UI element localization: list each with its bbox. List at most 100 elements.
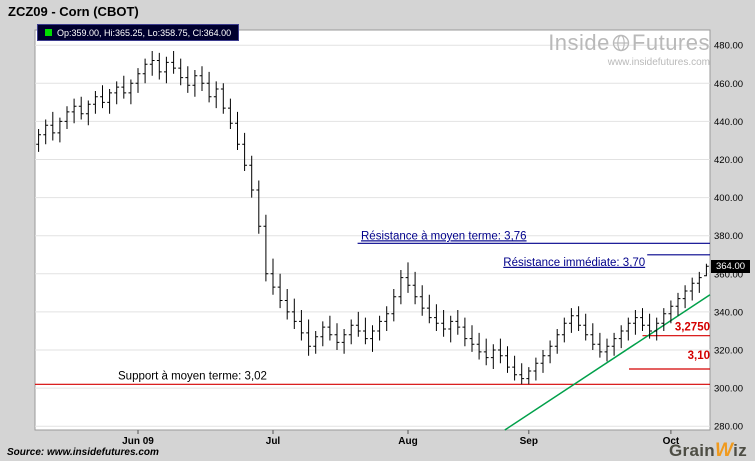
ohlc-bar <box>498 338 503 364</box>
y-axis-label: 440.00 <box>714 117 743 128</box>
y-axis-label: 480.00 <box>714 41 743 52</box>
ohlc-bar <box>434 304 439 331</box>
ohlc-bar <box>156 52 162 80</box>
ohlc-bar <box>363 317 368 345</box>
ohlc-info-bar: Op:359.00, Hi:365.25, Lo:358.75, Cl:364.… <box>37 24 240 41</box>
ohlc-bar <box>398 270 404 305</box>
ohlc-bar <box>270 258 276 295</box>
ohlc-bar <box>540 350 546 373</box>
ohlc-bar <box>490 344 496 369</box>
ohlc-bar <box>654 317 660 341</box>
ohlc-bar <box>604 338 610 362</box>
watermark-brand-left: Inside <box>548 30 610 55</box>
ohlc-bar <box>171 51 176 74</box>
ohlc-bar <box>341 329 347 354</box>
ohlc-bar <box>327 315 333 341</box>
x-axis-label: Jun 09 <box>122 436 154 447</box>
ohlc-bar <box>206 71 212 103</box>
watermark-brand: Inside Futures <box>548 30 710 56</box>
ohlc-bar <box>505 346 510 373</box>
ohlc-bar <box>85 100 91 126</box>
ohlc-bar <box>306 319 311 356</box>
ohlc-bar <box>569 308 574 333</box>
grainwiz-logo-w: W <box>714 440 734 461</box>
ohlc-bar <box>128 79 134 105</box>
ohlc-bar <box>590 323 596 350</box>
x-axis-label: Oct <box>663 436 680 447</box>
ohlc-bar <box>384 306 390 331</box>
y-axis-label: 360.00 <box>714 269 743 280</box>
grainwiz-logo: GrainWiz <box>669 440 747 461</box>
ohlc-bar <box>618 325 624 349</box>
ohlc-bar <box>164 56 169 84</box>
y-axis-label: 300.00 <box>714 384 743 395</box>
ohlc-bar <box>377 315 382 341</box>
grainwiz-logo-iz: iz <box>733 441 747 460</box>
ohlc-bar <box>242 132 247 171</box>
ohlc-bar <box>633 310 638 335</box>
ohlc-bar <box>419 285 425 316</box>
page-title: ZCZ09 - Corn (CBOT) <box>8 4 139 19</box>
series-marker-icon <box>45 29 52 36</box>
ohlc-bar <box>249 155 255 198</box>
ohlc-bar <box>192 70 198 97</box>
ohlc-bar <box>114 81 120 105</box>
grainwiz-logo-grain: Grain <box>669 441 715 460</box>
ohlc-bar <box>391 289 397 322</box>
y-axis-label: 400.00 <box>714 193 743 204</box>
ohlc-bar <box>71 98 77 124</box>
ohlc-bar <box>554 329 560 354</box>
ohlc-bar <box>441 310 446 337</box>
watermark: Inside Futures www.insidefutures.com <box>548 30 710 68</box>
ohlc-bar <box>640 308 645 331</box>
ohlc-bar <box>576 306 581 331</box>
ohlc-bar <box>512 355 517 381</box>
ohlc-bar <box>561 317 567 343</box>
ohlc-bar <box>704 263 709 277</box>
ohlc-bar <box>625 317 631 341</box>
trendline <box>504 294 711 431</box>
ohlc-bar <box>220 83 226 114</box>
ohlc-bar <box>647 313 652 339</box>
ohlc-bar <box>235 111 240 150</box>
ohlc-bar <box>299 310 304 341</box>
watermark-brand-right: Futures <box>631 30 710 55</box>
ohlc-bar <box>448 315 454 343</box>
ohlc-bar <box>405 262 411 293</box>
ohlc-bar <box>611 332 617 356</box>
x-axis-label: Jul <box>266 436 281 447</box>
ohlc-bar <box>149 51 155 76</box>
ohlc-bar <box>355 311 361 337</box>
ohlc-bar <box>696 271 702 293</box>
ohlc-bar <box>36 129 41 152</box>
ohlc-bar <box>320 321 326 347</box>
ohlc-bar <box>668 300 674 324</box>
ohlc-bar <box>121 75 127 99</box>
ohlc-bar <box>100 85 105 109</box>
ohlc-bar <box>178 58 184 86</box>
ohlc-bar <box>228 98 233 129</box>
ohlc-bar <box>185 66 191 93</box>
y-axis-label: 420.00 <box>714 155 743 166</box>
ohlc-bar <box>519 363 525 385</box>
ohlc-bar <box>64 106 70 129</box>
y-axis-label: 320.00 <box>714 346 743 357</box>
ohlc-bar <box>348 319 354 345</box>
ohlc-bar <box>426 294 432 324</box>
ohlc-bar <box>142 58 148 84</box>
ohlc-bar <box>57 117 63 143</box>
ohlc-bar <box>661 308 667 331</box>
ohlc-bar <box>675 292 681 316</box>
x-axis-label: Sep <box>520 436 538 447</box>
ohlc-bar <box>412 271 418 305</box>
x-axis-label: Aug <box>398 436 417 447</box>
y-axis-label: 280.00 <box>714 422 743 433</box>
ohlc-bar <box>78 96 84 120</box>
ohlc-bar <box>583 313 589 341</box>
y-axis-label: 340.00 <box>714 307 743 318</box>
ohlc-bar <box>93 91 98 114</box>
ohlc-bar <box>682 285 688 309</box>
globe-icon <box>612 34 630 52</box>
